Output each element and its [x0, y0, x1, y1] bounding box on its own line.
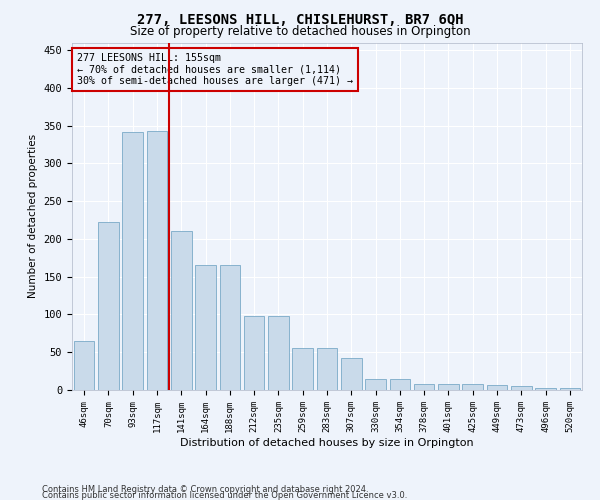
Y-axis label: Number of detached properties: Number of detached properties — [28, 134, 38, 298]
Bar — [487, 384, 508, 390]
Bar — [74, 341, 94, 390]
Bar — [98, 222, 119, 390]
Text: Size of property relative to detached houses in Orpington: Size of property relative to detached ho… — [130, 25, 470, 38]
Bar — [292, 348, 313, 390]
Bar — [365, 378, 386, 390]
Bar — [146, 131, 167, 390]
Bar — [171, 232, 191, 390]
Text: Contains HM Land Registry data © Crown copyright and database right 2024.: Contains HM Land Registry data © Crown c… — [42, 485, 368, 494]
Bar — [511, 386, 532, 390]
Bar — [195, 264, 216, 390]
Bar — [220, 266, 240, 390]
Bar — [341, 358, 362, 390]
Bar — [122, 132, 143, 390]
Bar — [244, 316, 265, 390]
Bar — [560, 388, 580, 390]
Bar — [438, 384, 459, 390]
X-axis label: Distribution of detached houses by size in Orpington: Distribution of detached houses by size … — [180, 438, 474, 448]
Bar — [414, 384, 434, 390]
Text: 277, LEESONS HILL, CHISLEHURST, BR7 6QH: 277, LEESONS HILL, CHISLEHURST, BR7 6QH — [137, 12, 463, 26]
Bar — [317, 348, 337, 390]
Text: Contains public sector information licensed under the Open Government Licence v3: Contains public sector information licen… — [42, 491, 407, 500]
Text: 277 LEESONS HILL: 155sqm
← 70% of detached houses are smaller (1,114)
30% of sem: 277 LEESONS HILL: 155sqm ← 70% of detach… — [77, 53, 353, 86]
Bar — [463, 384, 483, 390]
Bar — [268, 316, 289, 390]
Bar — [389, 378, 410, 390]
Bar — [535, 388, 556, 390]
